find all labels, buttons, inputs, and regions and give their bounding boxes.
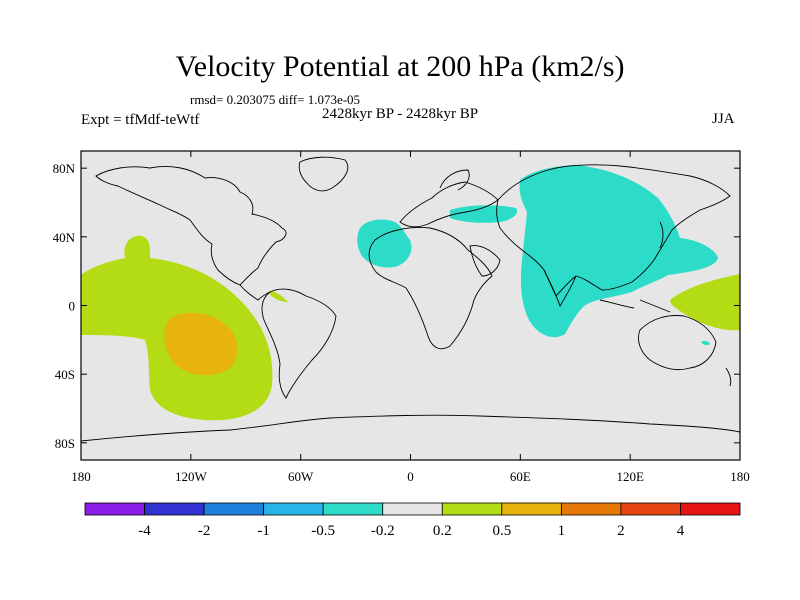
coastline-new-zealand bbox=[725, 367, 732, 387]
coastline-asia bbox=[496, 164, 731, 297]
lon-tick-label: 120W bbox=[175, 469, 208, 484]
coastline-africa bbox=[368, 227, 493, 350]
velocity-potential-region-small-pacific-patch bbox=[268, 291, 288, 302]
season-label: JJA bbox=[712, 111, 735, 127]
colorbar-label: -0.5 bbox=[311, 523, 335, 539]
lon-tick-label: 60W bbox=[288, 469, 314, 484]
lon-tick-label: 180 bbox=[730, 469, 750, 484]
coastline-north-america bbox=[95, 166, 287, 286]
figure-title: Velocity Potential at 200 hPa (km2/s) bbox=[175, 50, 625, 83]
lat-tick-label: 40S bbox=[55, 367, 75, 382]
experiment-label: Expt = tfMdf-teWtf bbox=[81, 112, 200, 128]
velocity-potential-region-west-pacific-positive bbox=[670, 274, 740, 331]
colorbar-swatch bbox=[382, 502, 443, 516]
colorbar-swatch bbox=[84, 502, 145, 516]
colorbar-label: -1 bbox=[257, 523, 270, 539]
colorbar-swatch bbox=[263, 502, 324, 516]
coastline-central-america bbox=[239, 284, 271, 301]
coastline-arabia bbox=[469, 245, 501, 277]
colorbar: -4 -2 -1 -0.5 -0.2 0.2 0.5 1 2 4 bbox=[84, 502, 741, 539]
colorbar-swatch bbox=[680, 502, 741, 516]
latitude-axis: 80N 40N 0 40S 80S bbox=[53, 161, 740, 451]
lon-tick-label: 180 bbox=[71, 469, 91, 484]
coastlines bbox=[80, 156, 741, 442]
colorbar-label: 1 bbox=[558, 523, 566, 539]
coastline-antarctica bbox=[80, 414, 741, 442]
lon-tick-label: 60E bbox=[510, 469, 531, 484]
colorbar-label: -2 bbox=[198, 523, 211, 539]
coastline-greenland bbox=[298, 156, 349, 192]
colorbar-label: -4 bbox=[138, 523, 151, 539]
velocity-potential-region-mediterranean-negative bbox=[450, 205, 518, 223]
colorbar-label: -0.2 bbox=[371, 523, 395, 539]
lat-tick-label: 80S bbox=[55, 436, 75, 451]
colorbar-label: 4 bbox=[677, 523, 685, 539]
colorbar-swatch bbox=[203, 502, 265, 516]
coastline-japan bbox=[659, 221, 664, 249]
colorbar-swatch bbox=[144, 502, 205, 516]
colorbar-swatch bbox=[322, 502, 384, 516]
velocity-potential-region-asia-negative bbox=[519, 165, 718, 338]
colorbar-swatch bbox=[560, 502, 622, 516]
contour-regions bbox=[81, 165, 740, 421]
lat-tick-label: 80N bbox=[53, 161, 76, 176]
coastline-scandinavia bbox=[439, 169, 470, 191]
velocity-potential-region-southeast-pacific-core bbox=[164, 312, 238, 376]
lat-tick-label: 0 bbox=[69, 299, 76, 314]
velocity-potential-region-north-africa-negative bbox=[357, 219, 412, 268]
longitude-axis: 180 120W 60W 0 60E 120E 180 bbox=[71, 151, 750, 484]
colorbar-swatch bbox=[501, 502, 562, 516]
colorbar-label: 0.5 bbox=[492, 523, 511, 539]
colorbar-swatch bbox=[441, 502, 503, 516]
coastline-australia bbox=[638, 315, 717, 371]
period-label: 2428kyr BP - 2428kyr BP bbox=[322, 106, 479, 122]
lon-tick-label: 120E bbox=[616, 469, 644, 484]
coastline-india bbox=[543, 269, 577, 308]
coastline-south-america bbox=[261, 288, 337, 399]
lat-tick-label: 40N bbox=[53, 230, 76, 245]
velocity-potential-region-australia-patch bbox=[701, 340, 710, 346]
rmsd-diff-stats: rmsd= 0.203075 diff= 1.073e-05 bbox=[190, 92, 361, 107]
colorbar-label: 0.2 bbox=[433, 523, 452, 539]
coastline-indonesia bbox=[599, 299, 671, 313]
colorbar-label: 2 bbox=[617, 523, 625, 539]
lon-tick-label: 0 bbox=[407, 469, 414, 484]
colorbar-swatch bbox=[620, 502, 681, 516]
